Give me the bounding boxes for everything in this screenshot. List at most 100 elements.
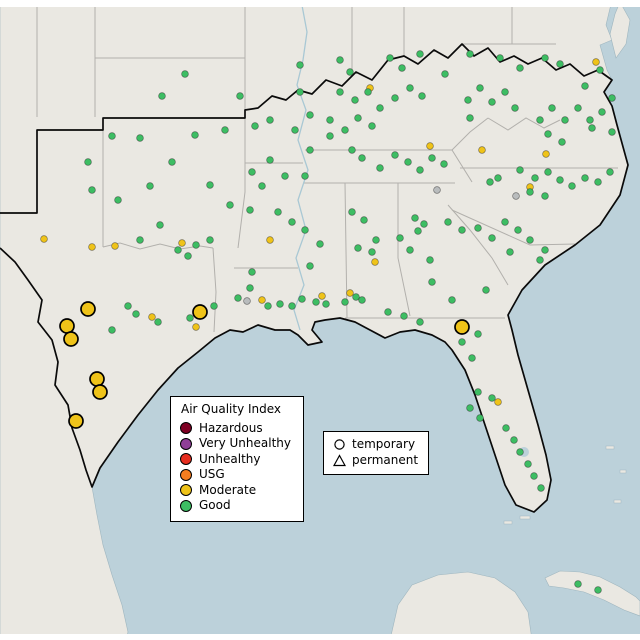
station-marker-good bbox=[364, 88, 372, 96]
station-marker-good bbox=[372, 236, 380, 244]
station-marker-good bbox=[501, 218, 509, 226]
station-marker-good bbox=[288, 302, 296, 310]
mississippi-river bbox=[293, 0, 309, 331]
legend-item-permanent: permanent bbox=[332, 453, 418, 469]
station-marker-good bbox=[351, 96, 359, 104]
station-marker-good bbox=[391, 151, 399, 159]
station-marker-good bbox=[416, 318, 424, 326]
station-marker-good bbox=[544, 168, 552, 176]
station-marker-moderate bbox=[192, 304, 208, 320]
station-marker-good bbox=[561, 116, 569, 124]
station-marker-moderate bbox=[59, 318, 75, 334]
legend-label: permanent bbox=[352, 452, 419, 467]
yucatan-landmass bbox=[389, 571, 533, 640]
station-marker-moderate bbox=[192, 323, 200, 331]
station-marker-good bbox=[368, 122, 376, 130]
station-marker-good bbox=[306, 146, 314, 154]
legend-label: Hazardous bbox=[199, 420, 263, 435]
station-marker-moderate bbox=[426, 142, 434, 150]
station-marker-moderate bbox=[111, 242, 119, 250]
station-marker-moderate bbox=[318, 292, 326, 300]
station-marker-good bbox=[474, 224, 482, 232]
station-marker-good bbox=[296, 61, 304, 69]
station-marker-good bbox=[501, 88, 509, 96]
station-marker-good bbox=[246, 284, 254, 292]
station-marker-good bbox=[530, 472, 538, 480]
station-marker-moderate bbox=[494, 398, 502, 406]
station-marker-good bbox=[384, 308, 392, 316]
station-marker-good bbox=[306, 111, 314, 119]
station-marker-good bbox=[312, 298, 320, 306]
station-marker-good bbox=[440, 160, 448, 168]
station-marker-moderate bbox=[80, 301, 96, 317]
station-marker-good bbox=[488, 394, 496, 402]
station-marker-good bbox=[444, 218, 452, 226]
station-marker-good bbox=[428, 154, 436, 162]
station-marker-good bbox=[341, 298, 349, 306]
station-marker-moderate bbox=[89, 371, 105, 387]
station-marker-good bbox=[192, 241, 200, 249]
hazardous-swatch-icon bbox=[180, 422, 192, 435]
station-marker-moderate bbox=[478, 146, 486, 154]
moderate-swatch-icon bbox=[180, 484, 192, 497]
station-marker-good bbox=[206, 236, 214, 244]
station-marker-good bbox=[420, 220, 428, 228]
station-marker-good bbox=[598, 108, 606, 116]
legend-label: Very Unhealthy bbox=[199, 436, 291, 450]
station-marker-good bbox=[594, 586, 602, 594]
station-marker-good bbox=[316, 240, 324, 248]
station-marker-good bbox=[441, 70, 449, 78]
station-marker-moderate bbox=[266, 236, 274, 244]
station-marker-good bbox=[358, 154, 366, 162]
station-marker-good bbox=[336, 88, 344, 96]
station-marker-good bbox=[368, 248, 376, 256]
station-marker-good bbox=[291, 126, 299, 134]
legend-item-very-unhealthy: Very Unhealthy bbox=[180, 436, 291, 452]
station-marker-good bbox=[541, 192, 549, 200]
legend-label: Unhealthy bbox=[199, 451, 261, 466]
station-marker-good bbox=[352, 293, 360, 301]
station-marker-good bbox=[191, 131, 199, 139]
station-marker-good bbox=[234, 294, 242, 302]
station-marker-good bbox=[581, 82, 589, 90]
station-marker-good bbox=[458, 338, 466, 346]
station-marker-good bbox=[336, 56, 344, 64]
station-marker-good bbox=[301, 172, 309, 180]
cuba-island bbox=[544, 570, 640, 617]
station-marker-moderate bbox=[40, 235, 48, 243]
station-marker-unknown bbox=[512, 192, 520, 200]
station-marker-moderate bbox=[346, 289, 354, 297]
station-marker-moderate bbox=[454, 319, 470, 335]
station-marker-good bbox=[396, 234, 404, 242]
legend-label: Good bbox=[199, 498, 231, 512]
station-marker-unknown bbox=[243, 297, 251, 305]
station-marker-good bbox=[174, 246, 182, 254]
station-marker-good bbox=[416, 50, 424, 58]
station-marker-good bbox=[568, 182, 576, 190]
legend-item-hazardous: Hazardous bbox=[180, 421, 291, 437]
station-marker-good bbox=[511, 104, 519, 112]
markers-layer bbox=[40, 50, 616, 594]
station-marker-good bbox=[210, 302, 218, 310]
station-marker-good bbox=[482, 286, 490, 294]
small-islands bbox=[503, 445, 627, 525]
station-marker-good bbox=[488, 234, 496, 242]
station-marker-good bbox=[322, 300, 330, 308]
station-marker-good bbox=[537, 484, 545, 492]
station-marker-good bbox=[298, 295, 306, 303]
station-marker-good bbox=[406, 246, 414, 254]
station-marker-good bbox=[556, 60, 564, 68]
station-marker-good bbox=[168, 158, 176, 166]
station-marker-good bbox=[132, 310, 140, 318]
station-marker-good bbox=[258, 182, 266, 190]
good-swatch-icon bbox=[180, 499, 192, 512]
station-marker-moderate bbox=[592, 58, 600, 66]
station-marker-good bbox=[376, 164, 384, 172]
station-marker-good bbox=[376, 104, 384, 112]
station-marker-good bbox=[266, 156, 274, 164]
station-marker-good bbox=[354, 114, 362, 122]
station-marker-good bbox=[114, 196, 122, 204]
station-marker-good bbox=[306, 262, 314, 270]
station-marker-good bbox=[276, 300, 284, 308]
station-marker-good bbox=[246, 206, 254, 214]
